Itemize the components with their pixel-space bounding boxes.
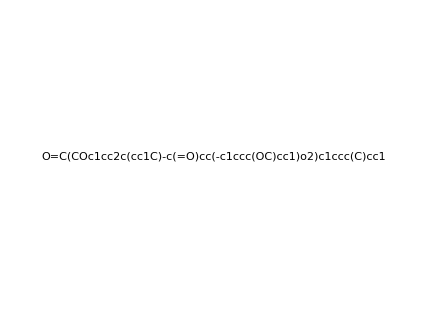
Text: O=C(COc1cc2c(cc1C)-c(=O)cc(-c1ccc(OC)cc1)o2)c1ccc(C)cc1: O=C(COc1cc2c(cc1C)-c(=O)cc(-c1ccc(OC)cc1… — [42, 151, 386, 162]
